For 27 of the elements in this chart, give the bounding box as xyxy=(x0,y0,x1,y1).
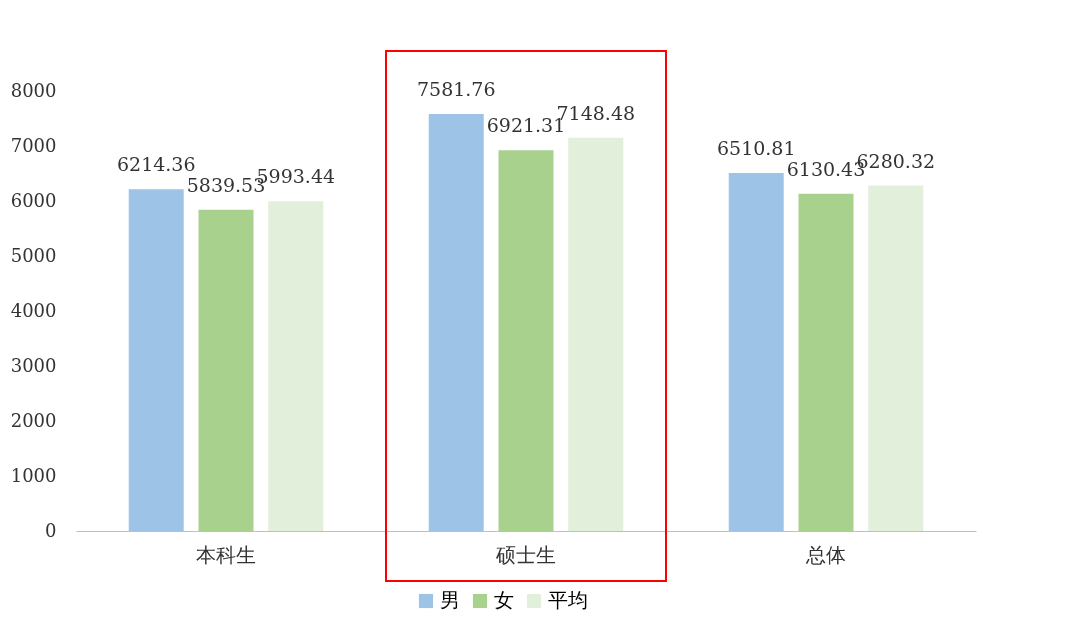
y-tick-label: 2000 xyxy=(10,409,57,431)
y-tick-label: 7000 xyxy=(10,134,57,156)
bar xyxy=(868,185,924,531)
x-tick-label: 本科生 xyxy=(196,542,256,567)
y-tick-label: 4000 xyxy=(10,299,57,321)
bar xyxy=(728,172,784,531)
bar xyxy=(798,193,854,531)
x-tick-label: 总体 xyxy=(805,542,846,567)
bar xyxy=(268,201,324,531)
data-label: 7581.76 xyxy=(416,78,496,100)
legend-label: 平均 xyxy=(548,588,588,612)
y-tick-label: 3000 xyxy=(10,354,57,376)
bar xyxy=(198,209,254,531)
y-tick-label: 1000 xyxy=(10,464,57,486)
bar xyxy=(568,137,624,531)
y-tick-label: 5000 xyxy=(10,244,57,266)
data-label: 6510.81 xyxy=(716,136,796,159)
y-tick-label: 8000 xyxy=(10,79,57,101)
bar xyxy=(428,114,484,531)
y-tick-label: 0 xyxy=(45,519,57,541)
legend-label: 女 xyxy=(494,588,514,612)
data-label: 6214.36 xyxy=(116,153,196,176)
x-tick-label: 硕士生 xyxy=(495,542,556,567)
y-tick-label: 6000 xyxy=(10,189,57,211)
bar xyxy=(128,189,184,531)
legend-label: 男 xyxy=(440,588,460,612)
bar xyxy=(498,150,554,531)
